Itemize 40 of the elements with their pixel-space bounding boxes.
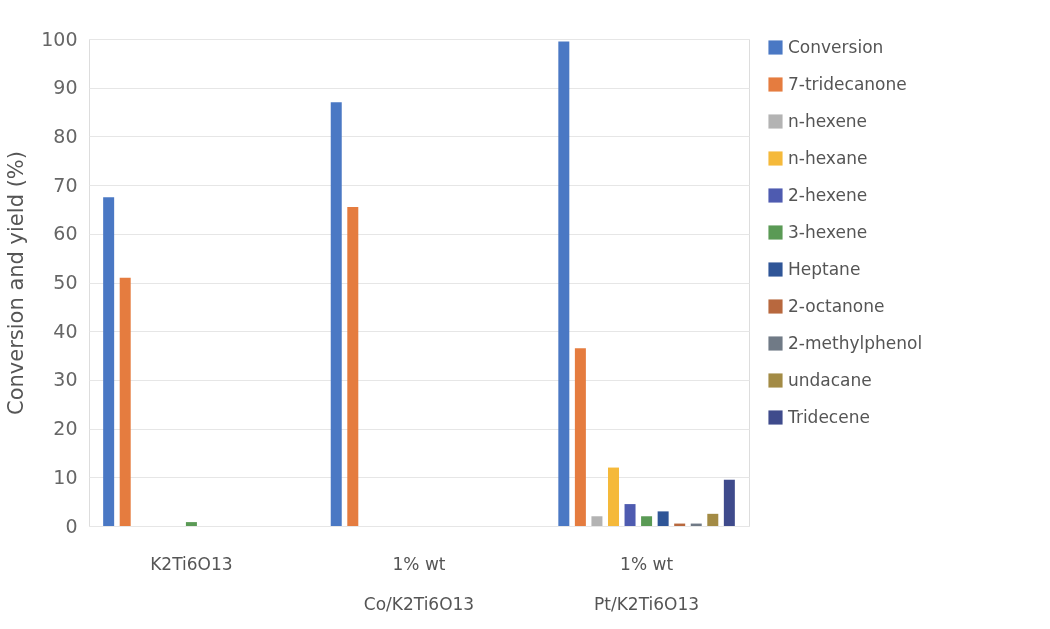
legend-label: undacane [788,369,872,390]
y-tick-label: 60 [53,222,78,245]
bar [591,516,603,526]
bar [558,41,570,526]
bar [624,504,636,526]
y-tick-label: 20 [53,417,78,440]
y-tick-label: 100 [41,27,78,50]
legend-label: 2-hexene [788,184,868,205]
legend-label: n-hexene [788,110,868,131]
y-tick-label: 0 [65,514,78,537]
bar [657,511,669,526]
y-tick-label: 90 [53,76,78,99]
legend-label: 7-tridecanone [788,73,907,94]
legend-label: 3-hexene [788,221,868,242]
bar [185,522,197,526]
y-tick-label: 70 [53,173,78,196]
bar [103,197,115,526]
y-tick-label: 30 [53,368,78,391]
legend-label: Tridecene [787,406,870,427]
bar [723,479,735,526]
bar [707,513,719,526]
x-tick-label: 1% wt Co/K2Ti6O13 [363,553,475,614]
y-tick-label: 80 [53,124,78,147]
legend-label: Heptane [788,258,861,279]
legend-label: n-hexane [788,147,868,168]
x-tick-label: 1% wt Pt/K2Ti6O13 [594,553,700,614]
bar [574,348,586,526]
bar [330,102,342,526]
y-tick-label: 50 [53,271,78,293]
bar [607,467,619,526]
x-tick-label: K2Ti6O13 [150,553,233,574]
y-tick-label: 40 [53,319,78,342]
legend-label: 2-methylphenol [788,332,923,353]
bar [641,516,653,526]
y-axis-title: Conversion and yield (%) [4,151,29,415]
y-tick-label: 10 [53,465,78,488]
bar [347,207,359,526]
legend-label: Conversion [788,36,884,57]
legend-label: 2-octanone [788,295,885,316]
bar [119,277,131,526]
